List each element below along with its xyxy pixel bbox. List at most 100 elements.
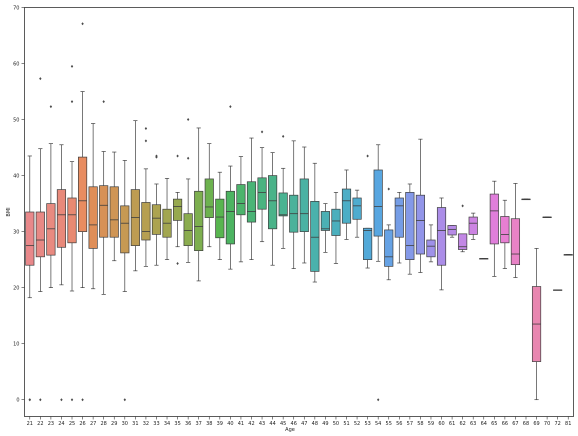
y-tick-label: 0 bbox=[16, 397, 19, 403]
box-age-60 bbox=[436, 197, 447, 291]
box-iqr bbox=[204, 178, 214, 218]
box-age-49 bbox=[320, 203, 330, 253]
x-tick-label: 37 bbox=[196, 421, 202, 427]
x-tick-label: 44 bbox=[269, 421, 275, 427]
x-tick-label: 48 bbox=[312, 421, 318, 427]
box-age-23 bbox=[46, 105, 56, 288]
box-age-72 bbox=[553, 289, 563, 291]
box-age-67 bbox=[510, 183, 521, 278]
box-iqr bbox=[67, 197, 77, 244]
x-tick-label: 21 bbox=[27, 421, 33, 427]
x-tick-label: 22 bbox=[37, 421, 43, 427]
box-age-25 bbox=[67, 64, 77, 402]
box-iqr bbox=[405, 192, 415, 260]
box-iqr bbox=[109, 186, 119, 238]
box-iqr bbox=[310, 201, 320, 272]
box-iqr bbox=[415, 194, 425, 255]
box-age-66 bbox=[500, 199, 510, 269]
x-tick-label: 51 bbox=[343, 421, 349, 427]
outlier-point bbox=[186, 156, 190, 160]
box-iqr bbox=[373, 169, 383, 237]
x-tick-label: 72 bbox=[554, 421, 560, 427]
x-tick-label: 45 bbox=[280, 421, 286, 427]
box-age-52 bbox=[352, 189, 362, 238]
box-age-48 bbox=[310, 162, 320, 283]
box-age-26 bbox=[77, 22, 88, 402]
box-age-64 bbox=[479, 258, 489, 260]
x-tick-label: 25 bbox=[69, 421, 75, 427]
outlier-point bbox=[366, 154, 369, 158]
outlier-point bbox=[387, 187, 390, 191]
box-age-36 bbox=[183, 118, 193, 263]
x-tick-label: 31 bbox=[132, 421, 138, 427]
outlier-point bbox=[461, 204, 464, 208]
x-tick-label: 36 bbox=[185, 421, 191, 427]
box-iqr bbox=[257, 177, 267, 210]
box-iqr bbox=[46, 203, 56, 256]
box-age-27 bbox=[88, 123, 98, 290]
y-tick-label: 20 bbox=[13, 285, 19, 291]
outlier-point bbox=[176, 154, 179, 158]
x-tick-label: 40 bbox=[227, 421, 233, 427]
box-iqr bbox=[246, 181, 257, 223]
outlier-point bbox=[39, 77, 42, 81]
box-iqr bbox=[141, 202, 151, 241]
outlier-point bbox=[123, 398, 126, 402]
outlier-point bbox=[102, 100, 105, 104]
x-tick-label: 29 bbox=[111, 421, 117, 427]
x-tick-label: 55 bbox=[386, 421, 392, 427]
x-tick-label: 26 bbox=[79, 421, 85, 427]
x-tick-label: 81 bbox=[565, 421, 571, 427]
x-tick-label: 47 bbox=[301, 421, 307, 427]
x-tick-label: 53 bbox=[364, 421, 370, 427]
box-age-59 bbox=[426, 224, 436, 263]
outlier-point bbox=[176, 262, 179, 266]
box-age-51 bbox=[341, 169, 352, 240]
box-age-63 bbox=[468, 212, 478, 240]
box-iqr bbox=[225, 190, 235, 245]
box-age-31 bbox=[130, 120, 140, 272]
x-tick-label: 56 bbox=[396, 421, 402, 427]
box-age-61 bbox=[447, 225, 457, 238]
x-tick-label: 69 bbox=[533, 421, 539, 427]
box-iqr bbox=[436, 207, 447, 266]
outlier-point bbox=[60, 398, 63, 402]
x-tick-label: 62 bbox=[459, 421, 465, 427]
box-iqr bbox=[56, 189, 67, 248]
box-iqr bbox=[320, 211, 330, 231]
y-tick-label: 50 bbox=[13, 117, 19, 123]
box-age-47 bbox=[299, 146, 309, 264]
outlier-point bbox=[144, 139, 148, 143]
box-iqr bbox=[458, 233, 468, 250]
box-iqr bbox=[173, 198, 183, 221]
box-age-43 bbox=[257, 130, 267, 243]
x-tick-label: 52 bbox=[354, 421, 360, 427]
box-iqr bbox=[510, 218, 521, 266]
box-iqr bbox=[25, 211, 35, 266]
box-iqr bbox=[268, 175, 278, 230]
box-age-35 bbox=[173, 154, 183, 266]
x-tick-label: 38 bbox=[206, 421, 212, 427]
box-iqr bbox=[447, 225, 457, 236]
x-tick-label: 39 bbox=[217, 421, 223, 427]
box-age-24 bbox=[56, 144, 67, 402]
box-age-56 bbox=[394, 192, 404, 264]
box-iqr bbox=[299, 178, 309, 232]
box-iqr bbox=[183, 213, 193, 246]
outlier-point bbox=[186, 118, 190, 122]
x-tick-label: 24 bbox=[58, 421, 64, 427]
x-tick-label: 59 bbox=[428, 421, 434, 427]
y-tick-label: 40 bbox=[13, 173, 19, 179]
box-age-69 bbox=[531, 248, 542, 401]
x-tick-label: 41 bbox=[238, 421, 244, 427]
outlier-point bbox=[281, 134, 285, 138]
x-tick-label: 23 bbox=[48, 421, 54, 427]
box-iqr bbox=[236, 184, 246, 216]
outlier-point bbox=[144, 127, 148, 131]
box-iqr bbox=[500, 216, 510, 244]
outlier-point bbox=[81, 22, 84, 26]
box-age-54 bbox=[373, 144, 383, 402]
x-tick-label: 27 bbox=[90, 421, 96, 427]
x-tick-label: 32 bbox=[143, 421, 149, 427]
x-tick-label: 43 bbox=[259, 421, 265, 427]
